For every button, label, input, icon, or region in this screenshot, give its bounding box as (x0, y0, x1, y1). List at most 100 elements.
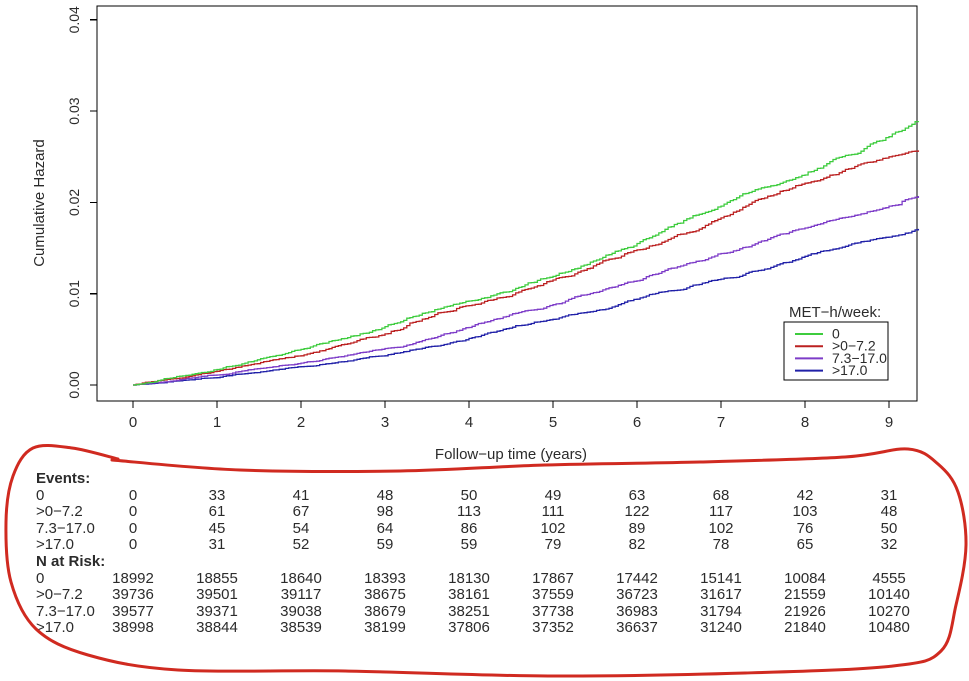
table-cell-year-4: 38161 (448, 586, 490, 604)
table-row: 7.3−17.0 39577 39371 39038 38679 38251 37738 36… (0, 603, 969, 620)
table-cell-year-7: 68 (712, 486, 730, 504)
table-cell-year-2: 54 (292, 519, 310, 537)
legend-label-1: 0 (832, 326, 840, 342)
table-cell-year-4: 113 (457, 503, 481, 521)
table-cell-year-0: 39736 (112, 586, 154, 604)
table-cell-year-2: 39038 (280, 602, 322, 620)
table-row: 0 0 33 41 48 50 49 63 68 42 31 (0, 487, 969, 504)
legend-label-4: >17.0 (832, 362, 868, 378)
legend-label-2: >0−7.2 (832, 338, 876, 354)
legend-items: 0>0−7.27.3−17.0>17.0 (795, 326, 887, 378)
table-cell-year-3: 18393 (364, 569, 406, 587)
table-cell-year-4: 37806 (448, 619, 490, 637)
legend-box (783, 321, 889, 381)
x-axis-ticks: 0 1 2 3 4 5 6 7 8 9 (129, 401, 893, 431)
table-row: >0−7.2 0 61 67 98 113 111 122 117 103 48 (0, 503, 969, 520)
y-tick-label: 0.02 (66, 189, 82, 216)
table-cell-year-7: 31794 (700, 602, 742, 620)
table-cell-year-0: 0 (128, 486, 138, 504)
table-cell-year-2: 41 (292, 486, 310, 504)
table-cell-year-6: 36723 (616, 586, 658, 604)
table-row: >17.0 38998 38844 38539 38199 37806 37352 36637… (0, 619, 969, 636)
table-cell-year-4: 59 (460, 536, 478, 554)
table-cell-year-1: 38844 (196, 619, 238, 637)
x-tick-label: 5 (549, 414, 557, 431)
table-cell-year-7: 31617 (700, 586, 742, 604)
table-cell-year-6: 122 (624, 503, 650, 521)
table-cell-year-1: 33 (208, 486, 226, 504)
hazard-curve->0−7.2 (133, 150, 920, 386)
table-cell-year-7: 78 (712, 536, 730, 554)
table-cell-year-8: 42 (796, 486, 814, 504)
table-cell-year-1: 39501 (196, 586, 238, 604)
table-section-header: Events: (36, 470, 91, 487)
table-cell-year-5: 37352 (532, 619, 574, 637)
y-tick-label: 0.00 (66, 371, 82, 398)
table-cell-year-1: 31 (208, 536, 226, 554)
table-cell-year-8: 10084 (784, 569, 826, 587)
row-label: >0−7.2 (36, 503, 83, 521)
table-section-row: N at Risk: (0, 553, 969, 570)
hazard-curve-0 (133, 120, 920, 386)
table-cell-year-0: 0 (128, 536, 138, 554)
plot-frame (96, 5, 918, 402)
table-cell-year-0: 0 (128, 503, 138, 521)
table-cell-year-9: 10480 (868, 619, 910, 637)
table-cell-year-9: 4555 (872, 569, 906, 587)
table-row: 0 18992 18855 18640 18393 18130 17867 17442 1514… (0, 570, 969, 587)
x-tick-label: 2 (297, 414, 305, 431)
table-cell-year-4: 38251 (448, 602, 490, 620)
x-tick-label: 0 (129, 414, 137, 431)
y-tick-label: 0.01 (66, 280, 82, 307)
table-cell-year-7: 102 (708, 519, 734, 537)
table-cell-year-2: 38539 (280, 619, 322, 637)
table-cell-year-6: 89 (628, 519, 646, 537)
table-cell-year-6: 17442 (616, 569, 658, 587)
row-label: >17.0 (36, 619, 74, 637)
x-tick-label: 7 (717, 414, 725, 431)
table-cell-year-4: 18130 (448, 569, 490, 587)
table-cell-year-1: 18855 (196, 569, 238, 587)
table-row: >0−7.2 39736 39501 39117 38675 38161 37559 3672… (0, 586, 969, 603)
table-cell-year-5: 37559 (532, 586, 574, 604)
hazard-curves (133, 120, 920, 386)
row-label: 7.3−17.0 (36, 602, 95, 620)
table-row: 7.3−17.0 0 45 54 64 86 102 89 102 76 50 (0, 520, 969, 537)
table-cell-year-2: 39117 (280, 586, 322, 604)
table-cell-year-5: 79 (544, 536, 562, 554)
table-cell-year-0: 0 (128, 519, 138, 537)
table-cell-year-9: 48 (880, 503, 898, 521)
table-cell-year-9: 31 (880, 486, 898, 504)
table-cell-year-1: 39371 (196, 602, 238, 620)
table-section-header: N at Risk: (36, 553, 106, 570)
table-cell-year-9: 50 (880, 519, 898, 537)
y-axis-ticks: 0.00 0.01 0.02 0.03 0.04 (66, 6, 97, 399)
table-cell-year-1: 61 (208, 503, 226, 521)
table-cell-year-9: 32 (880, 536, 898, 554)
table-cell-year-3: 64 (376, 519, 394, 537)
legend-title: MET−h/week: (789, 304, 881, 321)
legend: MET−h/week: 0>0−7.27.3−17.0>17.0 (783, 304, 889, 381)
table-cell-year-6: 36637 (616, 619, 658, 637)
row-label: >17.0 (36, 536, 74, 554)
table-cell-year-2: 52 (292, 536, 310, 554)
table-cell-year-4: 50 (460, 486, 478, 504)
table-cell-year-6: 36983 (616, 602, 658, 620)
y-tick-label: 0.03 (66, 97, 82, 124)
table-cell-year-3: 98 (376, 503, 394, 521)
table-cell-year-5: 17867 (532, 569, 574, 587)
row-label: 7.3−17.0 (36, 519, 95, 537)
table-cell-year-0: 39577 (112, 602, 154, 620)
y-axis-label: Cumulative Hazard (31, 139, 48, 267)
table-cell-year-8: 76 (796, 519, 814, 537)
table-cell-year-3: 38199 (364, 619, 406, 637)
table-row: >17.0 0 31 52 59 59 79 82 78 65 32 (0, 536, 969, 553)
x-tick-label: 3 (381, 414, 389, 431)
row-label: >0−7.2 (36, 586, 83, 604)
table-cell-year-5: 111 (541, 503, 565, 521)
table-cell-year-3: 38679 (364, 602, 406, 620)
table-cell-year-0: 18992 (112, 569, 154, 587)
row-label: 0 (36, 486, 45, 504)
legend-label-3: 7.3−17.0 (832, 350, 887, 366)
